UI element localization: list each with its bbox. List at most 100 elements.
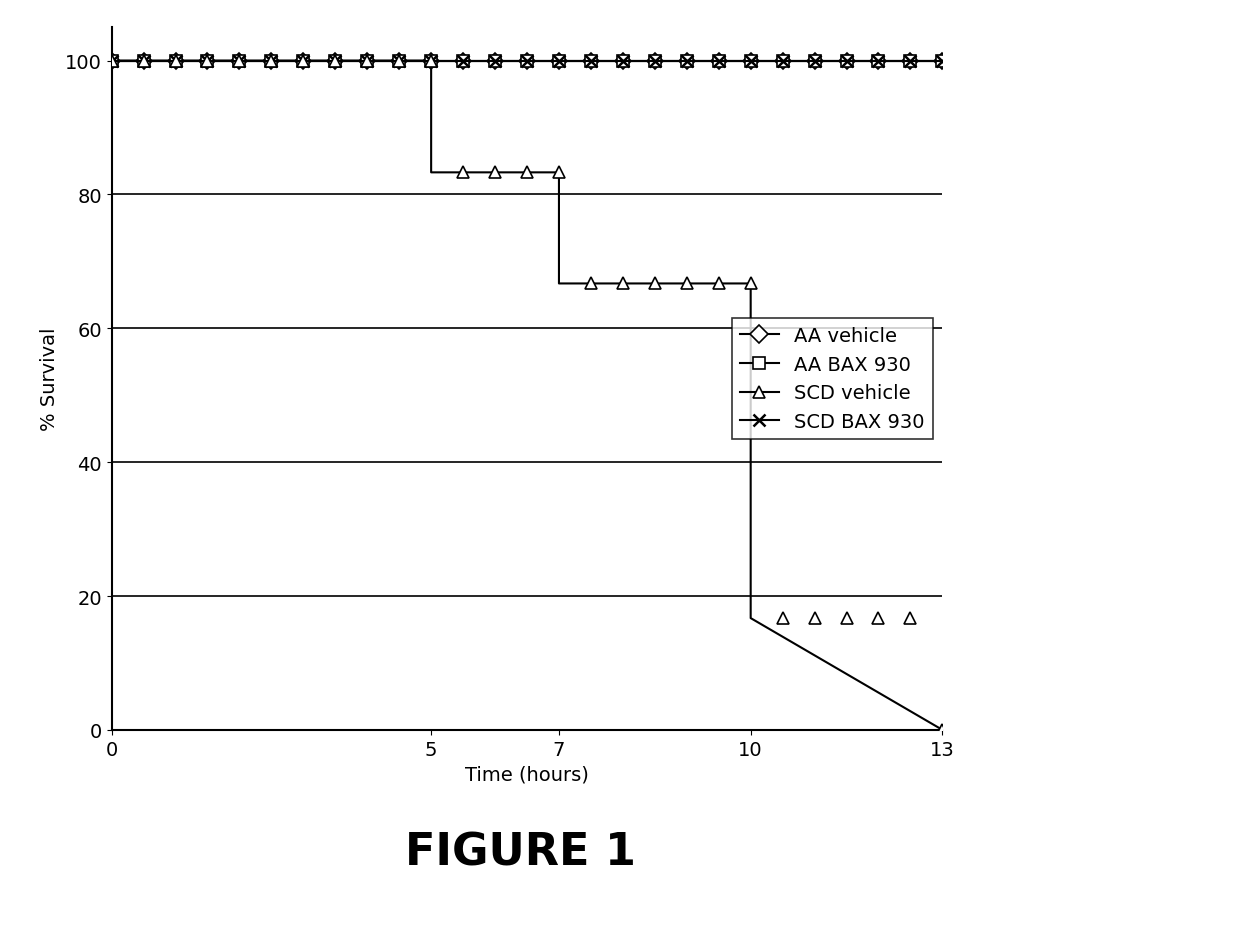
SCD vehicle (455, 168, 470, 179)
Line: SCD BAX 930: SCD BAX 930 (107, 56, 947, 67)
AA vehicle (870, 56, 885, 67)
SCD BAX 930 (455, 56, 470, 67)
AA BAX 930 (935, 56, 950, 67)
SCD vehicle (169, 56, 184, 67)
AA vehicle (264, 56, 279, 67)
AA vehicle (743, 56, 758, 67)
SCD vehicle (136, 56, 151, 67)
AA BAX 930 (903, 56, 918, 67)
AA BAX 930 (232, 56, 247, 67)
SCD BAX 930 (296, 56, 311, 67)
AA vehicle (296, 56, 311, 67)
SCD BAX 930 (169, 56, 184, 67)
Line: AA vehicle: AA vehicle (107, 56, 947, 67)
SCD vehicle (424, 56, 439, 67)
SCD BAX 930 (232, 56, 247, 67)
AA BAX 930 (455, 56, 470, 67)
SCD BAX 930 (903, 56, 918, 67)
SCD vehicle (615, 279, 630, 290)
SCD vehicle (360, 56, 374, 67)
AA vehicle (487, 56, 502, 67)
SCD BAX 930 (935, 56, 950, 67)
AA BAX 930 (584, 56, 599, 67)
AA BAX 930 (136, 56, 151, 67)
SCD vehicle (743, 279, 758, 290)
SCD BAX 930 (360, 56, 374, 67)
SCD vehicle (647, 279, 662, 290)
SCD vehicle (775, 613, 790, 624)
SCD vehicle (200, 56, 215, 67)
AA BAX 930 (712, 56, 727, 67)
AA vehicle (327, 56, 342, 67)
AA vehicle (584, 56, 599, 67)
AA vehicle (807, 56, 822, 67)
AA vehicle (360, 56, 374, 67)
AA BAX 930 (327, 56, 342, 67)
SCD vehicle (870, 613, 885, 624)
AA BAX 930 (615, 56, 630, 67)
SCD vehicle (839, 613, 854, 624)
AA BAX 930 (807, 56, 822, 67)
AA BAX 930 (552, 56, 567, 67)
SCD vehicle (232, 56, 247, 67)
AA BAX 930 (424, 56, 439, 67)
SCD BAX 930 (487, 56, 502, 67)
SCD BAX 930 (775, 56, 790, 67)
SCD BAX 930 (743, 56, 758, 67)
AA vehicle (169, 56, 184, 67)
AA vehicle (424, 56, 439, 67)
SCD BAX 930 (424, 56, 439, 67)
SCD vehicle (327, 56, 342, 67)
AA vehicle (615, 56, 630, 67)
AA BAX 930 (392, 56, 407, 67)
SCD BAX 930 (136, 56, 151, 67)
SCD BAX 930 (647, 56, 662, 67)
SCD BAX 930 (520, 56, 534, 67)
SCD vehicle (104, 56, 119, 67)
Y-axis label: % Survival: % Survival (41, 328, 60, 431)
AA BAX 930 (680, 56, 694, 67)
AA vehicle (903, 56, 918, 67)
SCD BAX 930 (807, 56, 822, 67)
AA vehicle (775, 56, 790, 67)
AA BAX 930 (870, 56, 885, 67)
SCD BAX 930 (615, 56, 630, 67)
AA vehicle (839, 56, 854, 67)
SCD BAX 930 (552, 56, 567, 67)
AA vehicle (680, 56, 694, 67)
AA BAX 930 (360, 56, 374, 67)
AA BAX 930 (264, 56, 279, 67)
SCD BAX 930 (870, 56, 885, 67)
AA BAX 930 (487, 56, 502, 67)
AA BAX 930 (647, 56, 662, 67)
Legend: AA vehicle, AA BAX 930, SCD vehicle, SCD BAX 930: AA vehicle, AA BAX 930, SCD vehicle, SCD… (732, 319, 932, 439)
AA BAX 930 (743, 56, 758, 67)
AA BAX 930 (200, 56, 215, 67)
AA vehicle (200, 56, 215, 67)
Line: SCD vehicle: SCD vehicle (107, 56, 947, 736)
SCD vehicle (584, 279, 599, 290)
AA vehicle (392, 56, 407, 67)
X-axis label: Time (hours): Time (hours) (465, 765, 589, 783)
SCD BAX 930 (264, 56, 279, 67)
AA BAX 930 (169, 56, 184, 67)
AA vehicle (520, 56, 534, 67)
Line: AA BAX 930: AA BAX 930 (107, 56, 947, 67)
AA BAX 930 (104, 56, 119, 67)
SCD BAX 930 (839, 56, 854, 67)
AA vehicle (455, 56, 470, 67)
AA vehicle (136, 56, 151, 67)
AA BAX 930 (520, 56, 534, 67)
AA vehicle (712, 56, 727, 67)
AA vehicle (104, 56, 119, 67)
SCD vehicle (264, 56, 279, 67)
SCD vehicle (680, 279, 694, 290)
SCD BAX 930 (327, 56, 342, 67)
SCD vehicle (392, 56, 407, 67)
SCD vehicle (552, 168, 567, 179)
Text: FIGURE 1: FIGURE 1 (405, 830, 636, 873)
SCD BAX 930 (392, 56, 407, 67)
SCD BAX 930 (104, 56, 119, 67)
AA vehicle (232, 56, 247, 67)
AA BAX 930 (296, 56, 311, 67)
